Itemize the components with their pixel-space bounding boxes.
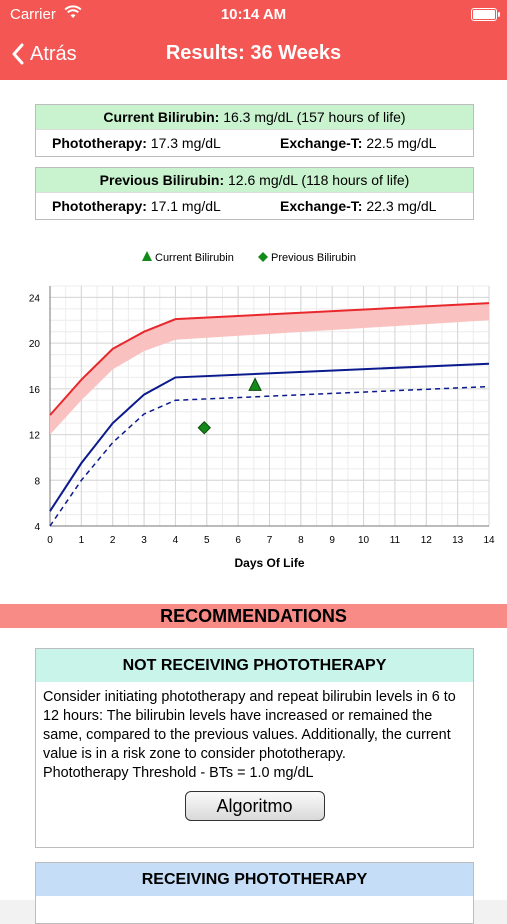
not-receiving-title: NOT RECEIVING PHOTOTHERAPY bbox=[36, 649, 473, 682]
current-exchange-value: 22.5 mg/dL bbox=[366, 135, 437, 151]
carrier-label: Carrier bbox=[10, 6, 56, 23]
recommendations-header: RECOMMENDATIONS bbox=[0, 604, 507, 628]
results-content[interactable]: Current Bilirubin: 16.3 mg/dL (157 hours… bbox=[0, 80, 507, 924]
y-tick-label: 24 bbox=[29, 293, 41, 304]
previous-phototherapy-label: Phototherapy: bbox=[52, 198, 147, 214]
legend-current-bilirubin: Current Bilirubin bbox=[155, 252, 234, 264]
current-bilirubin-box: Current Bilirubin: 16.3 mg/dL (157 hours… bbox=[35, 104, 474, 157]
x-tick-label: 6 bbox=[235, 535, 241, 546]
current-bilirubin-label: Current Bilirubin: bbox=[103, 109, 220, 125]
receiving-phototherapy-card: RECEIVING PHOTOTHERAPY bbox=[35, 862, 474, 924]
previous-thresholds-row: Phototherapy: 17.1 mg/dL Exchange-T: 22.… bbox=[36, 192, 473, 219]
x-tick-label: 12 bbox=[421, 535, 433, 546]
x-tick-label: 0 bbox=[47, 535, 53, 546]
battery-icon bbox=[471, 8, 500, 21]
y-tick-label: 16 bbox=[29, 385, 41, 396]
x-tick-label: 11 bbox=[390, 535, 401, 546]
previous-bilirubin-point bbox=[197, 421, 211, 435]
x-tick-label: 5 bbox=[204, 535, 210, 546]
legend-previous-bilirubin: Previous Bilirubin bbox=[271, 252, 356, 264]
receiving-title: RECEIVING PHOTOTHERAPY bbox=[36, 863, 473, 896]
navigation-bar: Atrás Results: 36 Weeks bbox=[0, 30, 507, 80]
x-tick-label: 1 bbox=[79, 535, 85, 546]
x-tick-label: 2 bbox=[110, 535, 116, 546]
previous-bilirubin-value: 12.6 mg/dL (118 hours of life) bbox=[228, 172, 410, 188]
x-tick-label: 14 bbox=[483, 535, 495, 546]
x-tick-label: 3 bbox=[141, 535, 147, 546]
bilirubin-chart: 4 8 12 16 20 24 0 1 2 3 4 5 6 7 8 9 10 11 12 13 14 Days Of Li… bbox=[0, 240, 507, 585]
phototherapy-lower-line bbox=[49, 385, 490, 527]
x-tick-label: 7 bbox=[267, 535, 273, 546]
previous-bilirubin-box: Previous Bilirubin: 12.6 mg/dL (118 hour… bbox=[35, 167, 474, 220]
current-thresholds-row: Phototherapy: 17.3 mg/dL Exchange-T: 22.… bbox=[36, 129, 473, 156]
x-tick-label: 10 bbox=[358, 535, 370, 546]
previous-exchange-label: Exchange-T: bbox=[280, 198, 363, 214]
y-tick-label: 8 bbox=[34, 476, 40, 487]
y-tick-label: 20 bbox=[29, 339, 41, 350]
algoritmo-button[interactable]: Algoritmo bbox=[184, 791, 325, 821]
back-button-label: Atrás bbox=[30, 42, 77, 65]
current-phototherapy-value: 17.3 mg/dL bbox=[150, 135, 221, 151]
current-bilirubin-header: Current Bilirubin: 16.3 mg/dL (157 hours… bbox=[36, 105, 473, 129]
x-tick-label: 4 bbox=[173, 535, 179, 546]
x-tick-label: 13 bbox=[452, 535, 464, 546]
x-axis-label: Days Of Life bbox=[234, 556, 304, 570]
back-button[interactable]: Atrás bbox=[12, 40, 77, 68]
page-title: Results: 36 Weeks bbox=[165, 42, 342, 64]
current-bilirubin-point bbox=[248, 377, 262, 391]
current-phototherapy-label: Phototherapy: bbox=[52, 135, 147, 151]
previous-phototherapy-value: 17.1 mg/dL bbox=[150, 198, 221, 214]
legend-triangle-icon bbox=[142, 251, 152, 261]
chevron-left-icon bbox=[12, 43, 24, 65]
previous-bilirubin-label: Previous Bilirubin: bbox=[99, 172, 225, 188]
previous-exchange-value: 22.3 mg/dL bbox=[366, 198, 437, 214]
phototherapy-threshold: Phototherapy Threshold - BTs = 1.0 mg/dL bbox=[43, 765, 314, 781]
previous-bilirubin-header: Previous Bilirubin: 12.6 mg/dL (118 hour… bbox=[36, 168, 473, 192]
current-exchange-label: Exchange-T: bbox=[280, 135, 363, 151]
not-receiving-text: Consider initiating phototherapy and rep… bbox=[43, 689, 456, 762]
clock: 10:14 AM bbox=[220, 6, 287, 23]
x-tick-label: 8 bbox=[298, 535, 304, 546]
wifi-icon bbox=[64, 5, 82, 24]
y-tick-label: 12 bbox=[29, 431, 41, 442]
status-bar: Carrier 10:14 AM bbox=[0, 0, 507, 30]
exchange-risk-band bbox=[50, 303, 489, 435]
not-receiving-phototherapy-card: NOT RECEIVING PHOTOTHERAPY Consider init… bbox=[35, 648, 474, 848]
x-tick-label: 9 bbox=[329, 535, 335, 546]
phototherapy-threshold-line bbox=[49, 362, 490, 512]
legend-diamond-icon bbox=[258, 252, 268, 262]
current-bilirubin-value: 16.3 mg/dL (157 hours of life) bbox=[223, 109, 406, 125]
exchange-threshold-line bbox=[49, 302, 490, 416]
y-tick-label: 4 bbox=[34, 522, 40, 533]
